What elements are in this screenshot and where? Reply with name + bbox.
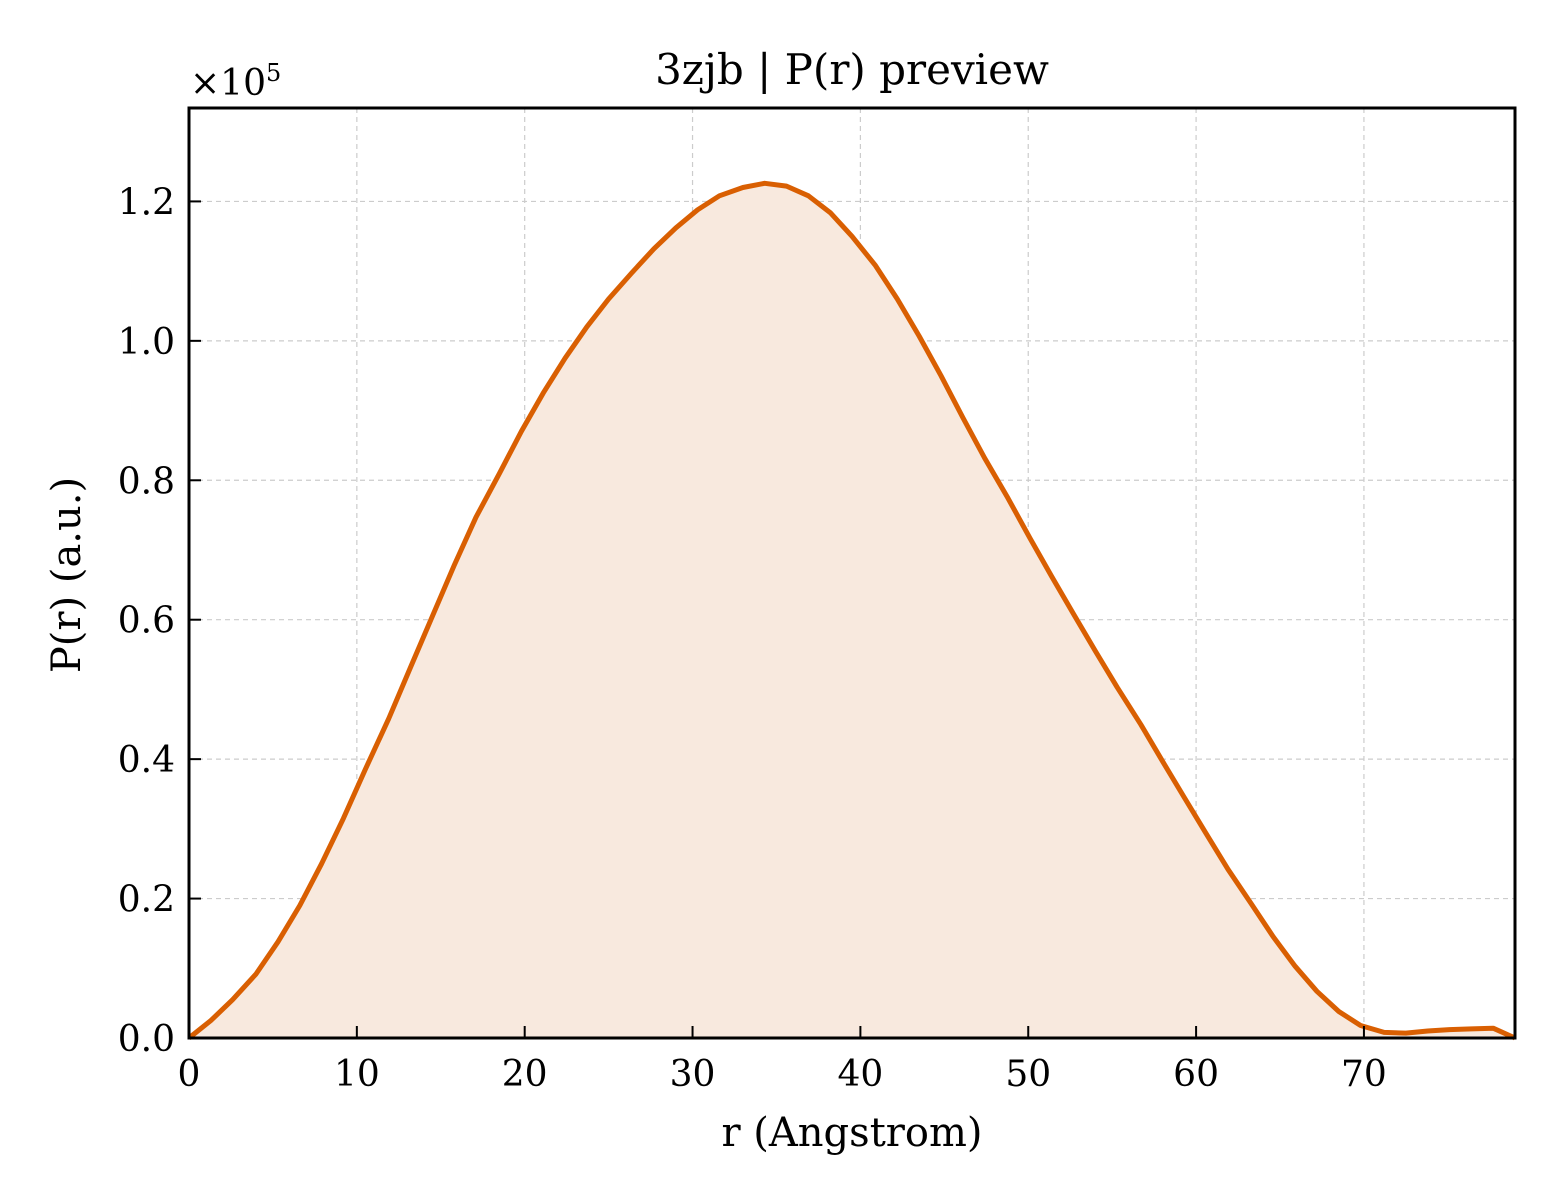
y-tick-label: 1.0 <box>118 322 175 363</box>
y-axis-offset-exponent: 5 <box>266 59 281 87</box>
x-axis-title: r (Angstrom) <box>721 1110 982 1156</box>
y-tick-label: 0.0 <box>118 1019 175 1060</box>
y-tick-label: 0.6 <box>118 601 175 642</box>
y-tick-label: 0.8 <box>118 461 175 502</box>
x-tick-label: 70 <box>1341 1054 1387 1095</box>
x-tick-label: 50 <box>1005 1054 1051 1095</box>
x-tick-label: 20 <box>502 1054 548 1095</box>
y-tick-label: 0.4 <box>118 740 175 781</box>
chart-title: 3zjb | P(r) preview <box>655 45 1049 94</box>
x-tick-label: 0 <box>178 1054 201 1095</box>
y-axis-offset-label: ×105 <box>190 59 281 104</box>
x-tick-label: 40 <box>837 1054 883 1095</box>
y-axis-title: P(r) (a.u.) <box>44 477 90 673</box>
y-tick-label: 1.2 <box>118 182 175 223</box>
axis-ticks: 0 10 20 30 40 50 60 70 0.0 0.2 0.4 0.6 0.8 1.0 1.2 <box>118 182 1387 1095</box>
area-fill <box>189 183 1515 1039</box>
x-tick-label: 30 <box>670 1054 716 1095</box>
x-tick-label: 60 <box>1173 1054 1219 1095</box>
x-tick-label: 10 <box>334 1054 380 1095</box>
plot-frame <box>187 106 1517 1040</box>
y-axis-offset-base: ×10 <box>190 63 266 104</box>
y-tick-label: 0.2 <box>118 880 175 921</box>
series-line <box>187 180 1517 1041</box>
